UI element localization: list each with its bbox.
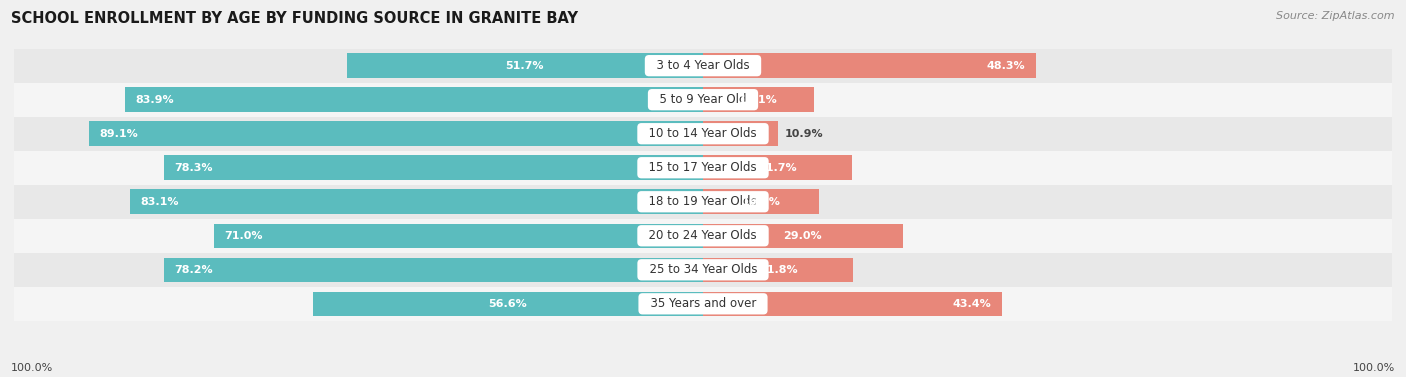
- Bar: [14, 287, 1392, 321]
- Bar: [214, 224, 703, 248]
- Text: 16.1%: 16.1%: [740, 95, 778, 105]
- Bar: [14, 83, 1392, 117]
- Bar: [165, 257, 703, 282]
- Text: 83.9%: 83.9%: [135, 95, 174, 105]
- Text: 21.7%: 21.7%: [758, 163, 797, 173]
- Bar: [703, 257, 853, 282]
- Bar: [14, 219, 1392, 253]
- Text: 48.3%: 48.3%: [987, 61, 1025, 70]
- Text: 43.4%: 43.4%: [953, 299, 991, 309]
- Bar: [14, 253, 1392, 287]
- Text: 100.0%: 100.0%: [1353, 363, 1395, 373]
- Bar: [703, 291, 1002, 316]
- Bar: [131, 190, 703, 214]
- Bar: [14, 117, 1392, 151]
- Text: 56.6%: 56.6%: [489, 299, 527, 309]
- Bar: [14, 185, 1392, 219]
- Bar: [314, 291, 703, 316]
- Bar: [703, 190, 820, 214]
- Text: 78.2%: 78.2%: [174, 265, 214, 275]
- Text: Source: ZipAtlas.com: Source: ZipAtlas.com: [1277, 11, 1395, 21]
- Text: 10.9%: 10.9%: [785, 129, 824, 139]
- Bar: [703, 87, 814, 112]
- Bar: [703, 155, 852, 180]
- Text: 18 to 19 Year Olds: 18 to 19 Year Olds: [641, 195, 765, 208]
- Text: 78.3%: 78.3%: [174, 163, 212, 173]
- Text: SCHOOL ENROLLMENT BY AGE BY FUNDING SOURCE IN GRANITE BAY: SCHOOL ENROLLMENT BY AGE BY FUNDING SOUR…: [11, 11, 578, 26]
- Text: 3 to 4 Year Olds: 3 to 4 Year Olds: [650, 59, 756, 72]
- Text: 100.0%: 100.0%: [11, 363, 53, 373]
- Text: 15 to 17 Year Olds: 15 to 17 Year Olds: [641, 161, 765, 174]
- Text: 89.1%: 89.1%: [100, 129, 138, 139]
- Text: 25 to 34 Year Olds: 25 to 34 Year Olds: [641, 263, 765, 276]
- Bar: [703, 121, 778, 146]
- Text: 10 to 14 Year Olds: 10 to 14 Year Olds: [641, 127, 765, 140]
- Text: 71.0%: 71.0%: [224, 231, 263, 241]
- Text: 83.1%: 83.1%: [141, 197, 180, 207]
- Text: 16.9%: 16.9%: [742, 197, 780, 207]
- Bar: [14, 49, 1392, 83]
- Bar: [703, 54, 1036, 78]
- Text: 29.0%: 29.0%: [783, 231, 823, 241]
- Bar: [125, 87, 703, 112]
- Bar: [163, 155, 703, 180]
- Bar: [89, 121, 703, 146]
- Text: 21.8%: 21.8%: [759, 265, 797, 275]
- Bar: [703, 224, 903, 248]
- Bar: [347, 54, 703, 78]
- Text: 20 to 24 Year Olds: 20 to 24 Year Olds: [641, 229, 765, 242]
- Text: 51.7%: 51.7%: [506, 61, 544, 70]
- Text: 35 Years and over: 35 Years and over: [643, 297, 763, 310]
- Bar: [14, 151, 1392, 185]
- Text: 5 to 9 Year Old: 5 to 9 Year Old: [652, 93, 754, 106]
